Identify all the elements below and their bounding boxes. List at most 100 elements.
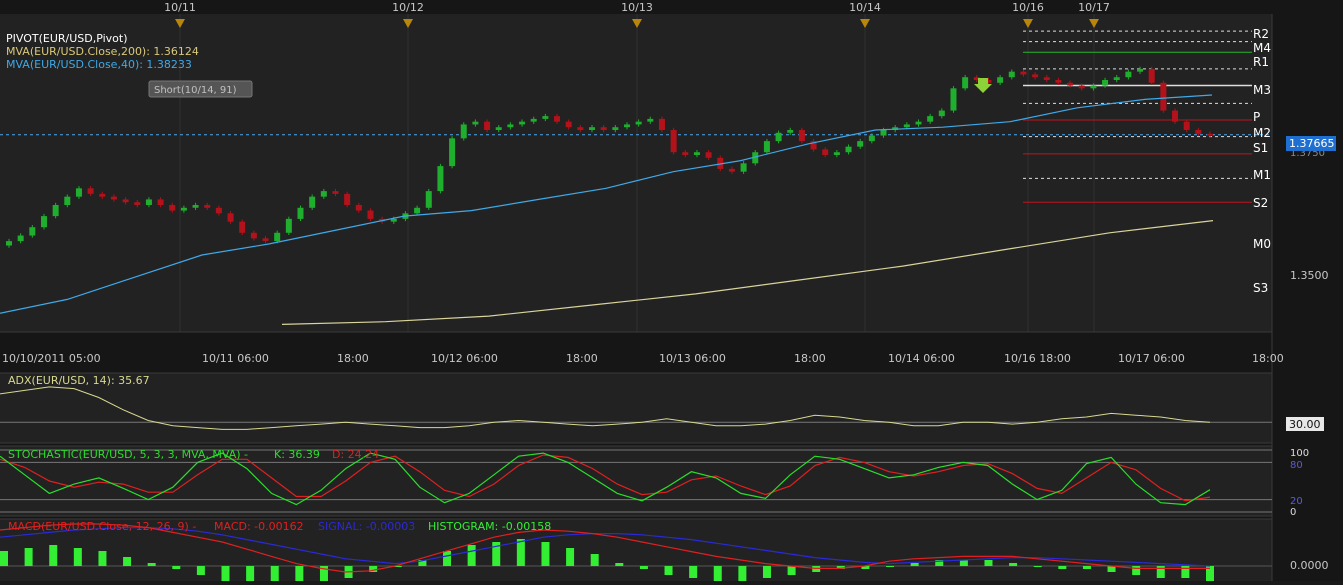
pivot-label: S2 xyxy=(1253,196,1268,210)
time-tick-label: 18:00 xyxy=(794,352,826,365)
bullish-candle xyxy=(414,207,421,214)
macd-histogram-bar xyxy=(221,566,230,581)
macd-histogram-bar xyxy=(1033,566,1042,567)
bullish-candle xyxy=(950,88,957,111)
bearish-candle xyxy=(134,202,141,205)
bearish-candle xyxy=(87,188,94,194)
pivot-label: R2 xyxy=(1253,27,1269,41)
bullish-candle xyxy=(530,118,537,122)
bearish-candle xyxy=(1183,121,1190,130)
macd-histogram-bar xyxy=(984,560,993,566)
bearish-candle xyxy=(682,152,689,155)
ma40-line xyxy=(0,94,1213,314)
ma200-line xyxy=(281,220,1214,325)
bearish-candle xyxy=(169,205,176,211)
bullish-candle xyxy=(320,191,327,197)
bullish-candle xyxy=(868,135,875,142)
macd-histogram-bar xyxy=(172,566,181,569)
macd-histogram-bar xyxy=(886,566,895,567)
pivot-label: M1 xyxy=(1253,168,1271,182)
bullish-candle xyxy=(833,152,840,155)
bullish-candle xyxy=(997,77,1004,83)
bullish-candle xyxy=(472,121,479,125)
macd-histogram-bar xyxy=(0,551,8,566)
macd-histogram-bar xyxy=(566,548,575,566)
pivot-label: S3 xyxy=(1253,281,1268,295)
bearish-candle xyxy=(670,130,677,153)
adx-panel[interactable] xyxy=(0,373,1272,443)
macd-histogram-bar xyxy=(959,560,968,566)
pivot-label: M3 xyxy=(1253,83,1271,97)
macd-histogram-bar xyxy=(935,560,944,566)
time-tick-label: 10/12 06:00 xyxy=(431,352,498,365)
bullish-candle xyxy=(75,188,82,197)
bearish-candle xyxy=(110,196,117,200)
bearish-candle xyxy=(985,80,992,83)
bullish-candle xyxy=(775,132,782,142)
macd-histogram-bar xyxy=(664,566,673,575)
bearish-candle xyxy=(250,232,257,239)
bullish-candle xyxy=(1125,71,1132,78)
bullish-candle xyxy=(693,152,700,155)
time-axis: 10/10/2011 05:00 10/11 06:00 18:00 10/12… xyxy=(2,352,1284,365)
bullish-candle xyxy=(52,205,59,217)
bullish-candle xyxy=(612,127,619,130)
date-marker-label: 10/12 xyxy=(392,1,424,14)
bullish-candle xyxy=(763,141,770,153)
event-tag[interactable] xyxy=(148,80,253,98)
bullish-candle xyxy=(507,124,514,128)
time-tick-label: 10/13 06:00 xyxy=(659,352,726,365)
bullish-candle xyxy=(297,207,304,219)
price-panel[interactable] xyxy=(0,14,1272,332)
stochastic-k-label: K: 36.39 xyxy=(274,448,320,461)
macd-histogram-bar xyxy=(861,566,870,569)
bullish-candle xyxy=(927,116,934,122)
stochastic-axis-label: 0 xyxy=(1290,507,1296,518)
bullish-candle xyxy=(274,232,281,242)
macd-value-label: MACD: -0.00162 xyxy=(214,520,304,533)
stochastic-axis-label: 100 xyxy=(1290,448,1309,459)
macd-panel[interactable] xyxy=(0,519,1272,581)
stochastic-axis-label: 20 xyxy=(1290,496,1303,507)
bullish-candle xyxy=(309,196,316,208)
bullish-candle xyxy=(1102,80,1109,86)
date-marker-icon xyxy=(1023,19,1033,28)
stochastic-d-label: D: 24.24 xyxy=(332,448,379,461)
macd-histogram-bar xyxy=(1058,566,1067,569)
pivot-label: M0 xyxy=(1253,237,1271,251)
macd-histogram-bar xyxy=(762,566,771,578)
macd-histogram-bar xyxy=(689,566,698,578)
bullish-candle xyxy=(64,196,71,205)
bearish-candle xyxy=(262,238,269,242)
bullish-candle xyxy=(962,77,969,89)
macd-histogram-bar xyxy=(541,542,550,566)
macd-histogram-bar xyxy=(1156,566,1165,578)
bullish-candle xyxy=(449,138,456,167)
date-marker-icon xyxy=(860,19,870,28)
pivot-label: P xyxy=(1253,110,1260,124)
bearish-candle xyxy=(122,199,129,203)
bullish-candle xyxy=(635,121,642,125)
bearish-candle xyxy=(554,116,561,122)
bullish-candle xyxy=(390,218,397,222)
bearish-candle xyxy=(973,77,980,80)
macd-histogram-bar xyxy=(443,551,452,566)
bullish-candle xyxy=(285,218,292,233)
bearish-candle xyxy=(600,127,607,130)
stochastic-panel[interactable] xyxy=(0,446,1272,516)
stochastic-legend: STOCHASTIC(EUR/USD, 5, 3, 3, MVA, MVA) - xyxy=(8,448,248,461)
date-marker-label: 10/13 xyxy=(621,1,653,14)
macd-histogram-bar xyxy=(98,551,107,566)
bullish-candle xyxy=(903,124,910,128)
bullish-candle xyxy=(1137,68,1144,72)
stochastic-axis-label: 80 xyxy=(1290,460,1303,471)
macd-line xyxy=(0,523,1210,573)
macd-histogram-bar xyxy=(1181,566,1190,578)
bullish-candle xyxy=(192,205,199,208)
bearish-candle xyxy=(728,168,735,172)
bearish-candle xyxy=(1195,130,1202,134)
bearish-candle xyxy=(658,118,665,130)
macd-histogram-bar xyxy=(1107,566,1116,572)
macd-histogram-bar xyxy=(1206,566,1214,581)
